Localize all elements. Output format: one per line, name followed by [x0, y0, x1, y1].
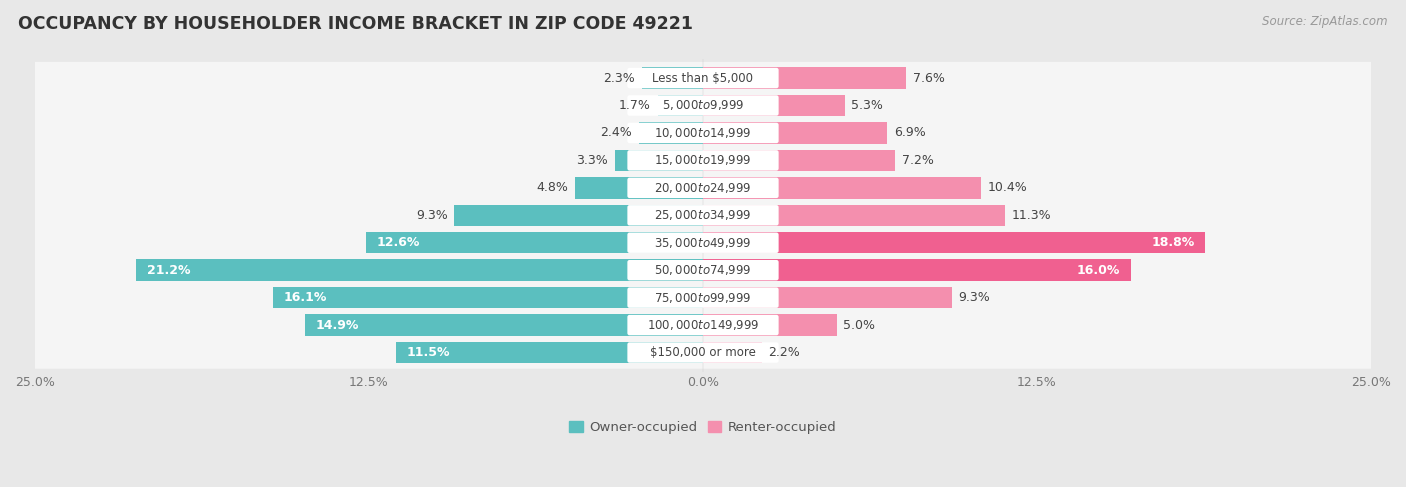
FancyBboxPatch shape	[627, 150, 779, 170]
FancyBboxPatch shape	[627, 123, 779, 143]
Text: 14.9%: 14.9%	[315, 318, 359, 332]
Bar	[367, 232, 703, 253]
Text: OCCUPANCY BY HOUSEHOLDER INCOME BRACKET IN ZIP CODE 49221: OCCUPANCY BY HOUSEHOLDER INCOME BRACKET …	[18, 15, 693, 33]
FancyBboxPatch shape	[22, 144, 1384, 177]
FancyBboxPatch shape	[627, 315, 779, 336]
Text: 18.8%: 18.8%	[1152, 236, 1195, 249]
FancyBboxPatch shape	[22, 89, 1384, 122]
Text: $20,000 to $24,999: $20,000 to $24,999	[654, 181, 752, 195]
Text: Less than $5,000: Less than $5,000	[652, 72, 754, 85]
FancyBboxPatch shape	[627, 95, 779, 116]
Text: $50,000 to $74,999: $50,000 to $74,999	[654, 263, 752, 277]
Text: 12.6%: 12.6%	[377, 236, 420, 249]
Bar	[703, 342, 762, 363]
Bar	[658, 95, 703, 116]
Bar	[575, 177, 703, 199]
Text: 2.2%: 2.2%	[769, 346, 800, 359]
Bar	[703, 150, 896, 171]
Text: 3.3%: 3.3%	[576, 154, 609, 167]
Text: $150,000 or more: $150,000 or more	[650, 346, 756, 359]
Text: 9.3%: 9.3%	[959, 291, 990, 304]
Bar	[273, 287, 703, 308]
FancyBboxPatch shape	[627, 260, 779, 281]
Bar	[703, 95, 845, 116]
FancyBboxPatch shape	[22, 309, 1384, 341]
Bar	[454, 205, 703, 226]
FancyBboxPatch shape	[22, 62, 1384, 94]
Bar	[305, 315, 703, 336]
Bar	[703, 232, 1205, 253]
Text: 6.9%: 6.9%	[894, 127, 925, 139]
FancyBboxPatch shape	[22, 171, 1384, 204]
Text: Source: ZipAtlas.com: Source: ZipAtlas.com	[1263, 15, 1388, 28]
Bar	[703, 315, 837, 336]
FancyBboxPatch shape	[22, 117, 1384, 149]
Text: 4.8%: 4.8%	[536, 181, 568, 194]
Text: 16.1%: 16.1%	[284, 291, 326, 304]
Text: 9.3%: 9.3%	[416, 209, 447, 222]
Bar	[703, 122, 887, 144]
Text: 16.0%: 16.0%	[1077, 263, 1119, 277]
Text: $75,000 to $99,999: $75,000 to $99,999	[654, 291, 752, 305]
Text: $10,000 to $14,999: $10,000 to $14,999	[654, 126, 752, 140]
Text: 5.0%: 5.0%	[844, 318, 876, 332]
Text: 2.4%: 2.4%	[600, 127, 633, 139]
Text: 1.7%: 1.7%	[619, 99, 651, 112]
Text: 11.3%: 11.3%	[1012, 209, 1052, 222]
FancyBboxPatch shape	[22, 199, 1384, 231]
Text: 10.4%: 10.4%	[987, 181, 1028, 194]
Bar	[703, 260, 1130, 281]
Bar	[703, 67, 905, 89]
Text: $100,000 to $149,999: $100,000 to $149,999	[647, 318, 759, 332]
Text: 2.3%: 2.3%	[603, 72, 636, 85]
Text: $25,000 to $34,999: $25,000 to $34,999	[654, 208, 752, 222]
Text: 7.2%: 7.2%	[903, 154, 934, 167]
Bar	[641, 67, 703, 89]
Text: 21.2%: 21.2%	[148, 263, 191, 277]
Text: $15,000 to $19,999: $15,000 to $19,999	[654, 153, 752, 168]
FancyBboxPatch shape	[627, 342, 779, 363]
FancyBboxPatch shape	[22, 281, 1384, 314]
FancyBboxPatch shape	[627, 68, 779, 88]
FancyBboxPatch shape	[627, 232, 779, 253]
FancyBboxPatch shape	[627, 205, 779, 225]
Bar	[703, 177, 981, 199]
FancyBboxPatch shape	[627, 287, 779, 308]
Bar	[703, 205, 1005, 226]
Bar	[395, 342, 703, 363]
Bar	[638, 122, 703, 144]
Text: $35,000 to $49,999: $35,000 to $49,999	[654, 236, 752, 250]
Bar	[136, 260, 703, 281]
FancyBboxPatch shape	[22, 226, 1384, 259]
Text: 11.5%: 11.5%	[406, 346, 450, 359]
Text: 5.3%: 5.3%	[851, 99, 883, 112]
FancyBboxPatch shape	[627, 178, 779, 198]
Text: $5,000 to $9,999: $5,000 to $9,999	[662, 98, 744, 112]
Bar	[703, 287, 952, 308]
Text: 7.6%: 7.6%	[912, 72, 945, 85]
FancyBboxPatch shape	[22, 254, 1384, 286]
Legend: Owner-occupied, Renter-occupied: Owner-occupied, Renter-occupied	[569, 421, 837, 434]
FancyBboxPatch shape	[22, 337, 1384, 369]
Bar	[614, 150, 703, 171]
